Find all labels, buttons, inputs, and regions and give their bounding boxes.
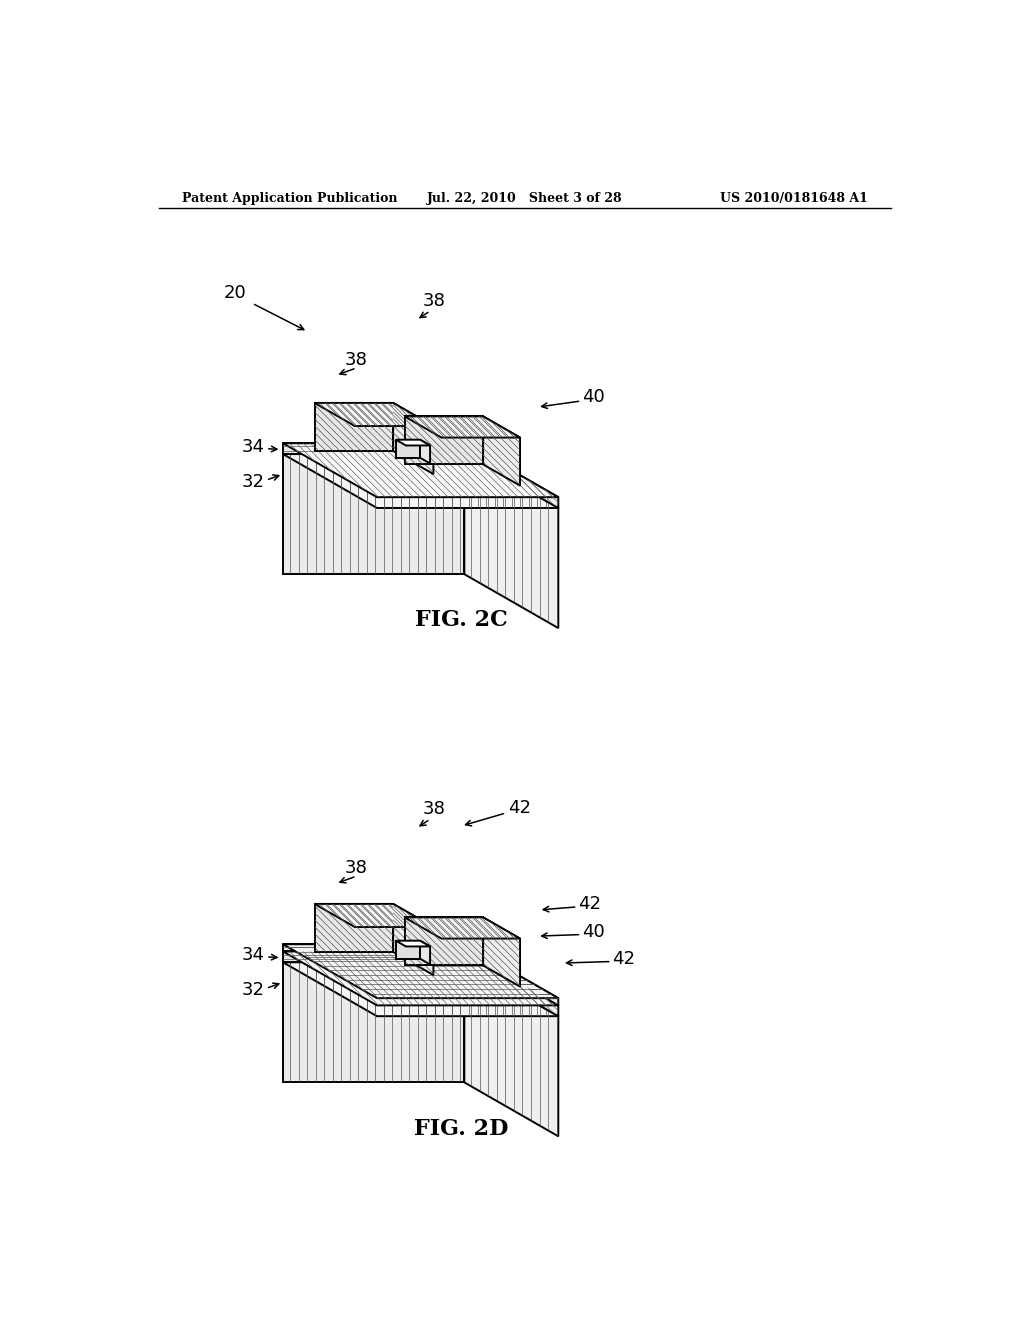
Polygon shape xyxy=(464,944,558,1006)
Polygon shape xyxy=(314,904,433,927)
Polygon shape xyxy=(283,952,464,962)
Text: Jul. 22, 2010   Sheet 3 of 28: Jul. 22, 2010 Sheet 3 of 28 xyxy=(427,191,623,205)
Text: Patent Application Publication: Patent Application Publication xyxy=(182,191,397,205)
Polygon shape xyxy=(483,917,520,986)
Text: 32: 32 xyxy=(242,981,265,999)
Polygon shape xyxy=(283,962,558,1016)
Polygon shape xyxy=(464,444,558,508)
Polygon shape xyxy=(464,952,558,1016)
Text: 38: 38 xyxy=(423,292,445,310)
Text: 38: 38 xyxy=(345,351,368,370)
Polygon shape xyxy=(420,941,430,965)
Polygon shape xyxy=(283,962,464,1082)
Text: 34: 34 xyxy=(242,438,265,457)
Text: 34: 34 xyxy=(242,946,265,965)
Polygon shape xyxy=(404,416,520,437)
Text: 38: 38 xyxy=(423,800,445,818)
Polygon shape xyxy=(314,904,393,952)
Polygon shape xyxy=(283,454,558,508)
Polygon shape xyxy=(393,904,433,975)
Polygon shape xyxy=(396,440,430,445)
Polygon shape xyxy=(464,454,558,628)
Polygon shape xyxy=(283,952,558,1006)
Text: US 2010/0181648 A1: US 2010/0181648 A1 xyxy=(720,191,868,205)
Polygon shape xyxy=(314,403,393,451)
Text: 40: 40 xyxy=(582,923,604,941)
Polygon shape xyxy=(464,962,558,1137)
Polygon shape xyxy=(396,440,420,458)
Polygon shape xyxy=(404,416,483,465)
Text: 32: 32 xyxy=(242,473,265,491)
Polygon shape xyxy=(283,454,464,574)
Polygon shape xyxy=(483,416,520,486)
Polygon shape xyxy=(396,941,420,958)
Polygon shape xyxy=(314,403,433,426)
Polygon shape xyxy=(283,944,558,998)
Polygon shape xyxy=(283,444,558,498)
Polygon shape xyxy=(404,917,520,939)
Text: 42: 42 xyxy=(508,799,530,817)
Polygon shape xyxy=(283,944,464,952)
Text: 40: 40 xyxy=(582,388,604,407)
Polygon shape xyxy=(393,403,433,474)
Polygon shape xyxy=(404,917,483,965)
Text: 42: 42 xyxy=(612,950,636,968)
Text: FIG. 2D: FIG. 2D xyxy=(414,1118,509,1139)
Text: 38: 38 xyxy=(345,859,368,878)
Polygon shape xyxy=(396,941,430,946)
Text: 42: 42 xyxy=(578,895,601,912)
Text: FIG. 2C: FIG. 2C xyxy=(415,610,508,631)
Text: 20: 20 xyxy=(223,284,247,302)
Polygon shape xyxy=(420,440,430,463)
Polygon shape xyxy=(283,444,464,454)
